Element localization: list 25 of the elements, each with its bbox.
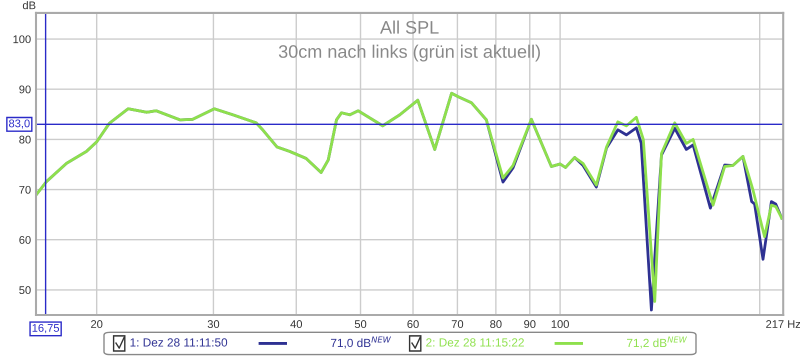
y-tick-label: 100	[13, 35, 31, 44]
ref-line-label: 16,75	[32, 324, 60, 334]
x-tick-label: 20	[91, 320, 102, 328]
x-tick-label: 30	[208, 320, 220, 328]
ref-line-label: 83,0	[9, 119, 30, 129]
x-tick-label: 40	[290, 320, 302, 328]
text: 2: Dez 28 11:15:22	[426, 338, 524, 347]
y-tick-label: 50	[19, 286, 31, 294]
text: 30cm nach links (grün ist aktuell)	[278, 44, 540, 62]
y-tick-label: 80	[19, 136, 31, 144]
y-axis-title: dB	[22, 1, 36, 10]
y-tick-label: 70	[19, 186, 31, 194]
text: 71,2 dB$^{NEW}$	[627, 336, 688, 348]
x-tick-label: 217 Hz	[766, 320, 800, 328]
x-tick-label: 90	[524, 320, 536, 328]
x-tick-label: 80	[490, 320, 502, 328]
y-tick-label: 90	[19, 85, 31, 94]
x-tick-label: 100	[552, 320, 569, 328]
text: 71,0 dB$^{NEW}$	[331, 336, 392, 348]
y-tick-label: 60	[19, 236, 31, 244]
text: 1: Dez 28 11:11:50	[130, 338, 228, 347]
x-tick-label: 60	[407, 320, 419, 328]
x-tick-label: 50	[354, 320, 366, 328]
chart-title: All SPL	[380, 20, 439, 34]
x-tick-label: 70	[452, 320, 464, 328]
